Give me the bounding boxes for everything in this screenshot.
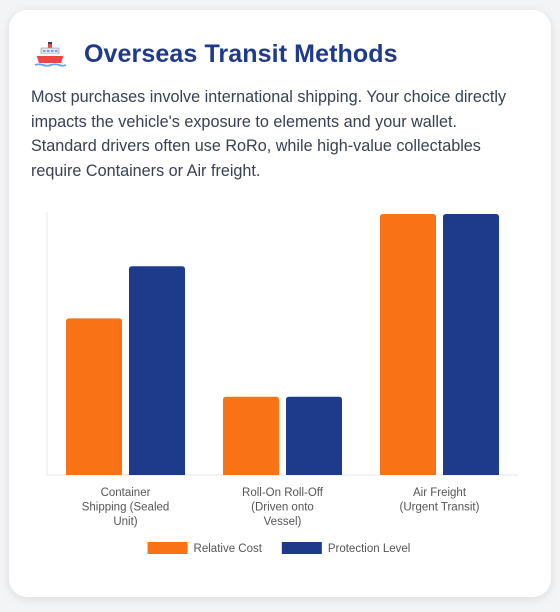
bar-protection-level-0 (129, 266, 185, 475)
bar-relative-cost-1 (223, 396, 279, 475)
x-tick-label: Air Freight (Urgent Transit) (400, 487, 480, 514)
x-tick-labels: Container Shipping (Sealed Unit) Roll-On Ro… (82, 487, 480, 528)
legend-swatch-protection-level[interactable] (281, 542, 322, 554)
legend: Relative Cost Protection Level (147, 542, 410, 555)
bars-group (66, 214, 499, 475)
legend-label-relative-cost[interactable]: Relative Cost (194, 543, 263, 555)
x-tick-label: Roll-On Roll-Off (Driven onto Vessel) (242, 487, 324, 528)
bar-relative-cost-2 (380, 214, 436, 475)
page-title: Overseas Transit Methods (84, 39, 398, 68)
card-header: Overseas Transit Methods (32, 36, 398, 72)
ship-icon (34, 42, 67, 67)
legend-swatch-relative-cost[interactable] (147, 542, 188, 554)
legend-label-protection-level[interactable]: Protection Level (328, 543, 410, 555)
x-tick-label: Container Shipping (Sealed Unit) (82, 487, 170, 528)
description-text: Most purchases involve international shi… (31, 88, 507, 180)
bar-relative-cost-0 (66, 318, 122, 475)
bar-protection-level-2 (443, 214, 499, 475)
bar-protection-level-1 (286, 396, 342, 475)
